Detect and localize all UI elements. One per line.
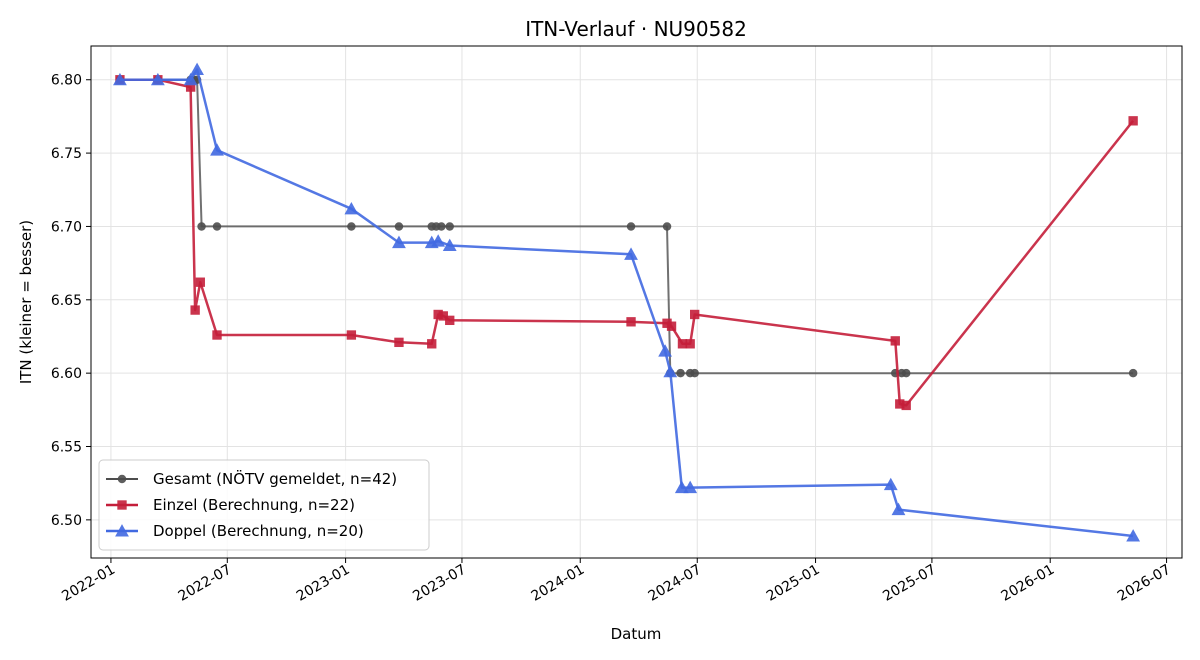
legend-marker	[117, 500, 127, 510]
data-point	[433, 309, 443, 320]
x-tick-label: 2025-01	[764, 562, 823, 605]
data-point	[442, 238, 457, 252]
data-point	[683, 480, 698, 494]
plot-frame	[90, 45, 1183, 559]
y-tick-label: 6.65	[51, 293, 82, 309]
legend-marker	[117, 474, 127, 484]
data-point	[190, 62, 204, 75]
data-point	[113, 72, 127, 86]
data-point	[685, 339, 695, 349]
data-point	[1128, 368, 1138, 378]
data-point	[895, 399, 905, 409]
data-point	[1128, 116, 1138, 126]
data-point	[438, 311, 448, 321]
legend-item: Einzel (Berechnung, n=22)	[106, 496, 355, 514]
x-tick-label: 2022-01	[59, 562, 118, 605]
data-point	[901, 368, 911, 378]
plot-series	[113, 62, 1141, 542]
data-point	[883, 477, 898, 491]
data-point	[663, 364, 678, 378]
data-point	[626, 317, 636, 327]
data-point	[676, 368, 685, 378]
legend-box	[98, 459, 430, 551]
data-point	[437, 222, 446, 231]
legend-marker	[115, 524, 129, 537]
y-axis: 6.50 6.55 6.60 6.65 6.70 6.75 6.80	[51, 73, 91, 529]
legend: Gesamt (NÖTV gemeldet, n=42) Einzel (Bere…	[98, 459, 430, 551]
data-point	[624, 247, 638, 260]
legend-item: Doppel (Berechnung, n=20)	[106, 522, 364, 540]
data-point	[197, 222, 206, 231]
data-point	[212, 222, 222, 231]
data-point	[150, 72, 165, 86]
x-axis: 2022-01 2022-07 2023-01 2023-07 2024-01 2024-…	[59, 558, 1174, 605]
legend-item: Gesamt (NÖTV gemeldet, n=42)	[106, 469, 397, 488]
data-point	[392, 235, 406, 249]
data-point	[890, 336, 900, 346]
data-point	[445, 315, 455, 326]
x-tick-label: 2026-01	[999, 562, 1058, 605]
x-tick-label: 2023-01	[294, 562, 353, 605]
data-point	[677, 339, 688, 349]
data-point	[445, 222, 454, 231]
data-point	[431, 234, 446, 247]
x-axis-label: Datum	[611, 625, 662, 643]
y-tick-label: 6.80	[51, 73, 82, 89]
data-point	[666, 321, 677, 331]
data-point	[347, 222, 356, 231]
x-tick-label: 2024-07	[646, 562, 705, 605]
x-tick-label: 2023-07	[410, 562, 469, 605]
data-point	[658, 344, 673, 357]
data-point	[183, 72, 198, 86]
y-tick-label: 6.75	[51, 146, 82, 162]
data-point	[427, 339, 437, 349]
y-tick-label: 6.50	[51, 513, 82, 529]
x-tick-label: 2024-01	[529, 562, 588, 605]
y-tick-label: 6.60	[51, 366, 82, 382]
x-tick-label: 2025-07	[880, 562, 939, 605]
data-point	[394, 222, 404, 231]
series-einzel	[115, 75, 1138, 411]
data-point	[394, 337, 404, 348]
x-tick-label: 2022-07	[176, 562, 235, 605]
data-point	[690, 309, 700, 320]
y-tick-label: 6.55	[51, 440, 82, 456]
data-point	[1126, 529, 1141, 542]
y-axis-label: ITN (kleiner = besser)	[17, 220, 35, 384]
legend-label: Gesamt (NÖTV gemeldet, n=42)	[153, 469, 397, 488]
chart-title: ITN-Verlauf · NU90582	[525, 17, 747, 41]
data-point	[346, 330, 357, 340]
series-line	[119, 78, 1135, 407]
data-point	[195, 277, 205, 287]
data-point	[185, 82, 196, 92]
data-point	[210, 143, 224, 156]
data-point	[901, 400, 911, 411]
data-point	[626, 222, 636, 231]
legend-label: Einzel (Berechnung, n=22)	[153, 496, 355, 514]
series-doppel	[113, 62, 1141, 542]
data-point	[690, 368, 699, 378]
y-tick-label: 6.70	[51, 219, 82, 235]
x-tick-label: 2026-07	[1115, 562, 1174, 605]
data-point	[212, 330, 222, 340]
data-point	[891, 502, 906, 516]
legend-label: Doppel (Berechnung, n=20)	[153, 522, 364, 540]
data-point	[190, 305, 200, 315]
data-point	[662, 222, 672, 231]
data-point	[344, 201, 359, 215]
